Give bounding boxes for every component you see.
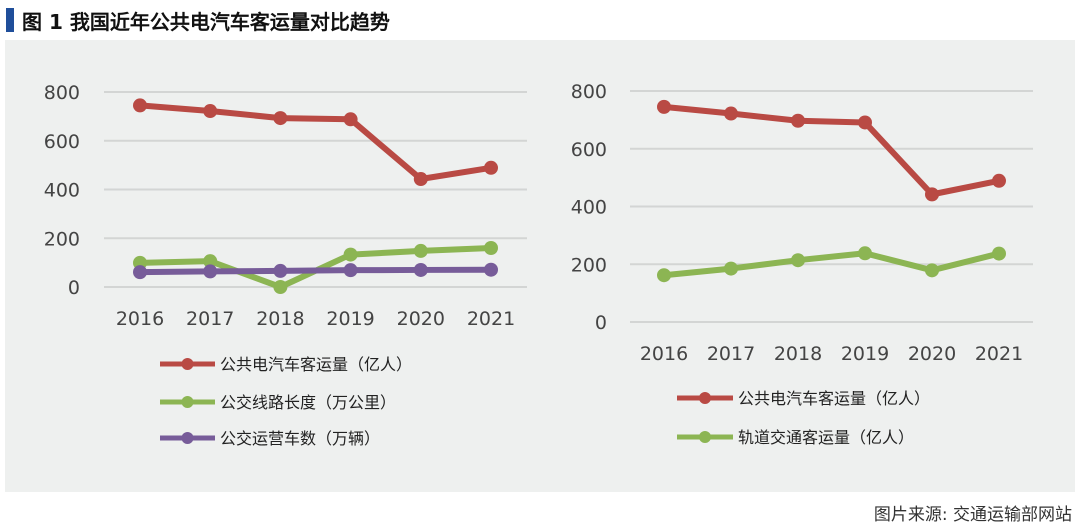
x-tick-label: 2016 (640, 343, 688, 365)
data-point (791, 113, 805, 128)
legend-label: 轨道交通客运量（亿人） (738, 428, 914, 447)
series-line-1 (663, 103, 1000, 198)
y-tick-label: 600 (571, 139, 607, 161)
x-tick-label: 2020 (397, 308, 445, 330)
y-tick-label: 0 (595, 312, 607, 334)
data-point (925, 263, 939, 278)
data-point (724, 106, 738, 121)
y-tick-label: 200 (44, 228, 80, 250)
data-point (343, 247, 358, 262)
legend-label: 公交运营车数（万辆） (220, 429, 380, 448)
series-line-3 (139, 266, 492, 276)
data-point (992, 246, 1006, 261)
data-point (203, 254, 218, 269)
data-point (724, 261, 738, 276)
legend-marker (699, 392, 711, 404)
x-tick-label: 2016 (116, 308, 164, 330)
y-tick-label: 400 (571, 197, 607, 219)
legend-label: 公交线路长度（万公里） (220, 393, 396, 412)
data-point (133, 98, 147, 113)
data-point (484, 241, 498, 255)
data-point (484, 262, 498, 277)
data-point (484, 160, 498, 175)
y-tick-label: 0 (68, 277, 80, 299)
data-point (413, 243, 428, 258)
legend-marker (181, 396, 194, 408)
x-tick-label: 2017 (186, 308, 234, 330)
x-tick-label: 2019 (841, 343, 889, 365)
x-tick-label: 2020 (908, 343, 956, 365)
x-tick-label: 2018 (774, 343, 822, 365)
source-text: 图片来源: 交通运输部网站 (873, 505, 1072, 525)
data-point (273, 280, 288, 294)
y-tick-label: 600 (44, 131, 80, 153)
figure-title: 图 1 我国近年公共电汽车客运量对比趋势 (6, 6, 390, 34)
title-text: 图 1 我国近年公共电汽车客运量对比趋势 (22, 9, 390, 34)
legend-marker (699, 431, 711, 443)
y-tick-label: 400 (44, 180, 80, 202)
legend-marker (181, 358, 194, 370)
data-point (273, 263, 288, 278)
data-point (858, 246, 872, 261)
series-line-1 (139, 102, 492, 183)
data-point (413, 172, 428, 187)
data-point (925, 187, 939, 202)
title-marker (6, 8, 14, 32)
legend-marker (181, 432, 194, 444)
x-tick-label: 2019 (326, 308, 374, 330)
data-point (858, 115, 872, 130)
data-point (343, 263, 358, 278)
data-point (992, 173, 1006, 188)
data-point (133, 265, 147, 280)
data-point (657, 99, 671, 114)
data-point (273, 111, 288, 126)
legend-label: 公共电汽车客运量（亿人） (738, 389, 930, 408)
x-tick-label: 2021 (467, 308, 515, 330)
legend-label: 公共电汽车客运量（亿人） (220, 355, 412, 374)
y-tick-label: 200 (571, 254, 607, 276)
data-point (203, 264, 218, 279)
x-tick-label: 2018 (256, 308, 304, 330)
chart-panel (5, 40, 1075, 492)
data-point (791, 253, 805, 268)
series-line-2 (663, 250, 1000, 279)
y-tick-label: 800 (44, 82, 80, 104)
data-point (413, 262, 428, 277)
data-point (343, 112, 358, 127)
data-point (657, 268, 671, 283)
y-tick-label: 800 (571, 81, 607, 103)
x-tick-label: 2021 (975, 343, 1023, 365)
data-point (203, 104, 218, 119)
x-tick-label: 2017 (707, 343, 755, 365)
